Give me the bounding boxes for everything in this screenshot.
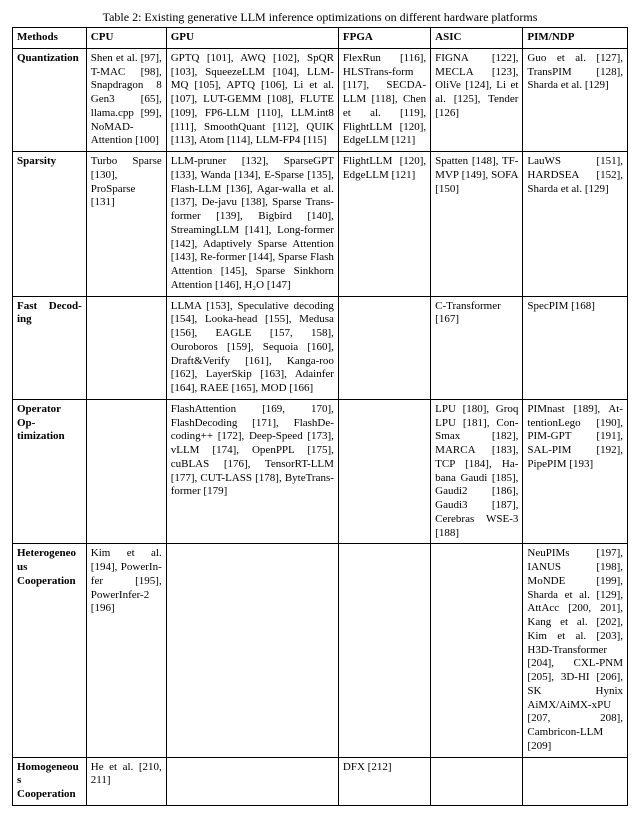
cell-gpu: LLM-pruner [132], SparseGPT [133], Wanda… [166,152,338,297]
table-header-row: Methods CPU GPU FPGA ASIC PIM/NDP [13,28,628,49]
col-cpu: CPU [86,28,166,49]
cell-cpu [86,296,166,399]
cell-gpu [166,757,338,805]
cell-pim: Guo et al. [127], TransPIM [128], Sharda… [523,48,628,151]
cell-gpu [166,544,338,757]
cell-asic [431,544,523,757]
cell-pim: LauWS [151], HARDSEA [152], Sharda et al… [523,152,628,297]
table-row: Operator Op-timization FlashAttention [1… [13,399,628,544]
cell-pim: NeuPIMs [197], IANUS [198], MoNDE [199],… [523,544,628,757]
col-methods: Methods [13,28,87,49]
cell-gpu: LLMA [153], Speculative decoding [154], … [166,296,338,399]
cell-asic: FIGNA [122], MECLA [123], OliVe [124], L… [431,48,523,151]
cell-method: Homogeneous Cooperation [13,757,87,805]
col-asic: ASIC [431,28,523,49]
table-row: Heterogeneous Cooperation Kim et al. [19… [13,544,628,757]
cell-pim [523,757,628,805]
cell-pim: PIMnast [189], At-tentionLego [190], PIM… [523,399,628,544]
cell-cpu: Turbo Sparse [130], ProSparse [131] [86,152,166,297]
cell-cpu: Kim et al. [194], PowerIn-fer [195], Pow… [86,544,166,757]
table-row: Quantization Shen et al. [97], T-MAC [98… [13,48,628,151]
table-row: Sparsity Turbo Sparse [130], ProSparse [… [13,152,628,297]
cell-cpu: Shen et al. [97], T-MAC [98], Snapdragon… [86,48,166,151]
cell-fpga: FlightLLM [120], EdgeLLM [121] [338,152,430,297]
col-pim: PIM/NDP [523,28,628,49]
cell-method: Quantization [13,48,87,151]
cell-fpga [338,296,430,399]
table-row: Homogeneous Cooperation He et al. [210, … [13,757,628,805]
col-gpu: GPU [166,28,338,49]
cell-asic: C-Transformer [167] [431,296,523,399]
cell-gpu: GPTQ [101], AWQ [102], SpQR [103], Squee… [166,48,338,151]
table-row: Fast Decod-ing LLMA [153], Speculative d… [13,296,628,399]
cell-method: Heterogeneous Cooperation [13,544,87,757]
cell-method: Fast Decod-ing [13,296,87,399]
col-fpga: FPGA [338,28,430,49]
cell-asic: LPU [180], Groq LPU [181], Con-Smax [182… [431,399,523,544]
optimizations-table: Methods CPU GPU FPGA ASIC PIM/NDP Quanti… [12,27,628,806]
cell-method: Operator Op-timization [13,399,87,544]
cell-cpu: He et al. [210, 211] [86,757,166,805]
cell-asic: Spatten [148], TF-MVP [149], SOFA [150] [431,152,523,297]
cell-gpu: FlashAttention [169, 170], FlashDecoding… [166,399,338,544]
table-caption: Table 2: Existing generative LLM inferen… [12,10,628,25]
cell-pim: SpecPIM [168] [523,296,628,399]
cell-asic [431,757,523,805]
cell-fpga: DFX [212] [338,757,430,805]
cell-fpga [338,399,430,544]
cell-method: Sparsity [13,152,87,297]
cell-fpga [338,544,430,757]
cell-fpga: FlexRun [116], HLSTrans-form [117], SECD… [338,48,430,151]
cell-cpu [86,399,166,544]
